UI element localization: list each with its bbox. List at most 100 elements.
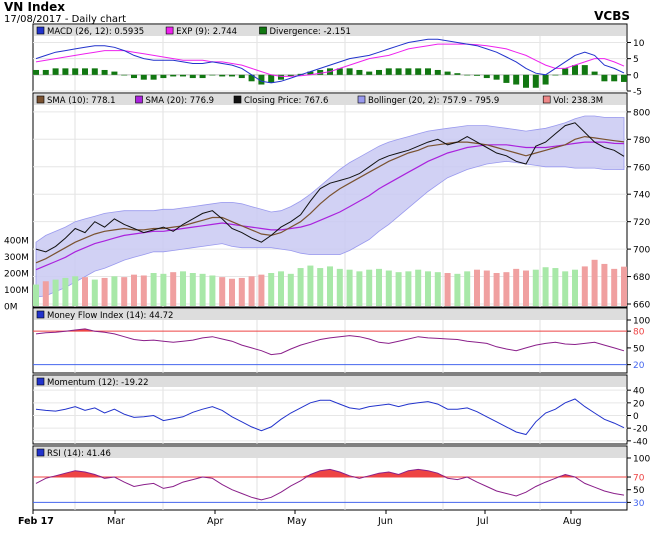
macd-divergence-bar — [131, 74, 137, 79]
macd-divergence-bar — [101, 69, 108, 75]
volume-bar — [356, 271, 363, 306]
volume-bar — [621, 266, 627, 306]
price_panel-legend-swatch — [357, 95, 366, 104]
momentum_panel-y-tick-label: 20 — [633, 399, 645, 409]
volume-bar — [366, 269, 373, 306]
macd-divergence-bar — [111, 71, 118, 75]
volume-bar — [483, 270, 490, 306]
momentum_panel-y-tick-label: -40 — [633, 437, 648, 447]
macd-divergence-bar — [33, 69, 39, 75]
volume-bar — [464, 271, 471, 306]
macd_panel-legend-bar — [34, 25, 626, 36]
macd-divergence-bar — [82, 68, 88, 75]
rsi_panel-line — [35, 468, 625, 501]
x-tick-label: Mar — [107, 516, 125, 527]
volume-bar — [150, 273, 157, 306]
volume-bar — [229, 278, 235, 306]
price_panel-y-tick-label: 680 — [633, 273, 650, 283]
mfi_panel-y-tick-label: 100 — [633, 317, 650, 327]
rsi_panel-overbought-area — [45, 470, 105, 477]
macd-divergence-bar — [72, 68, 79, 75]
volume-bar — [189, 273, 196, 306]
macd-divergence-bar — [170, 74, 177, 77]
macd-divergence-bar — [513, 74, 520, 85]
macd-divergence-bar — [356, 69, 363, 75]
macd-divergence-bar — [376, 69, 382, 75]
price_panel-legend-label: Closing Price: 767.6 — [244, 96, 328, 106]
x-tick-label: Apr — [207, 516, 224, 527]
macd-divergence-bar — [91, 68, 98, 75]
chart-subtitle: 17/08/2017 - Daily chart — [4, 14, 127, 25]
volume-bar — [415, 269, 422, 306]
volume-bar — [238, 277, 245, 306]
macd-divergence-bar — [415, 68, 422, 75]
volume-bar — [219, 277, 226, 306]
momentum_panel-legend-swatch — [36, 377, 45, 386]
x-tick-label: Jul — [476, 516, 488, 527]
price_panel-legend-swatch — [36, 95, 45, 104]
volume-bar — [454, 273, 461, 306]
macd-divergence-bar — [405, 68, 412, 75]
macd-divergence-bar — [542, 74, 549, 85]
volume-bar — [82, 277, 88, 306]
macd-divergence-bar — [385, 68, 392, 75]
x-tick-label: Feb 17 — [18, 516, 54, 527]
macd-divergence-bar — [199, 74, 206, 79]
mfi_panel-legend-label: Money Flow Index (14): 44.72 — [47, 311, 173, 321]
macd_panel-legend-swatch — [259, 26, 267, 35]
macd-divergence-bar — [552, 74, 559, 76]
volume-bar — [52, 279, 59, 306]
volume-bar — [140, 275, 147, 306]
volume-bar — [131, 274, 137, 306]
macd-divergence-bar — [229, 74, 235, 77]
price_panel-legend-label: Bollinger (20, 2): 757.9 - 795.9 — [368, 96, 499, 106]
volume-bar — [611, 268, 618, 306]
momentum_panel-y-tick-label: 40 — [633, 387, 645, 397]
macd-divergence-bar — [160, 74, 167, 79]
volume-bar — [278, 271, 284, 306]
macd-divergence-bar — [62, 68, 69, 75]
macd_panel-legend-label: Divergence: -2.151 — [270, 27, 351, 37]
macd-divergence-bar — [425, 68, 431, 75]
price_panel-legend-label: Vol: 238.3M — [553, 96, 603, 106]
macd_panel-y-tick-label: 0 — [633, 71, 639, 81]
closing-price-line — [35, 122, 625, 253]
x-tick-label: Aug — [563, 516, 582, 527]
macd_panel-legend-label: EXP (9): 2.744 — [176, 27, 237, 37]
macd_panel-y-tick-label: 10 — [633, 39, 645, 49]
volume-bar — [572, 269, 578, 306]
volume-bar — [601, 263, 608, 306]
macd-divergence-bar — [621, 74, 627, 82]
macd-divergence-bar — [336, 68, 343, 75]
price_panel-legend-swatch — [135, 95, 143, 104]
macd-line — [35, 38, 625, 84]
mfi_panel-y-tick-label: 20 — [633, 361, 645, 371]
macd-divergence-bar — [493, 74, 500, 80]
volume-bar — [434, 272, 441, 306]
sma10-line — [35, 135, 625, 264]
macd-divergence-bar — [395, 68, 402, 75]
volume-bar — [425, 271, 431, 306]
volume-bar — [346, 269, 353, 306]
momentum_panel-line — [35, 398, 625, 436]
volume-tick-label: 0M — [4, 303, 18, 313]
price_panel-y-tick-label: 720 — [633, 218, 650, 228]
volume-bar — [581, 266, 588, 306]
macd_panel-legend-swatch — [36, 26, 45, 35]
rsi_panel-y-tick-label: 50 — [633, 486, 645, 496]
macd-divergence-bar — [219, 74, 226, 77]
macd-divergence-bar — [150, 74, 157, 80]
volume-bar — [493, 273, 500, 306]
volume-bar — [42, 281, 49, 306]
macd_panel-legend-label: MACD (26, 12): 0.5935 — [47, 27, 144, 37]
volume-bar — [160, 273, 167, 306]
macd-divergence-bar — [454, 73, 461, 75]
macd-divergence-bar — [248, 74, 255, 82]
volume-bar — [395, 272, 402, 306]
macd-exp-line — [35, 43, 625, 77]
rsi_panel-y-tick-label: 70 — [633, 474, 645, 484]
volume-bar — [532, 269, 539, 306]
macd-divergence-bar — [52, 68, 59, 75]
volume-bar — [121, 277, 128, 306]
